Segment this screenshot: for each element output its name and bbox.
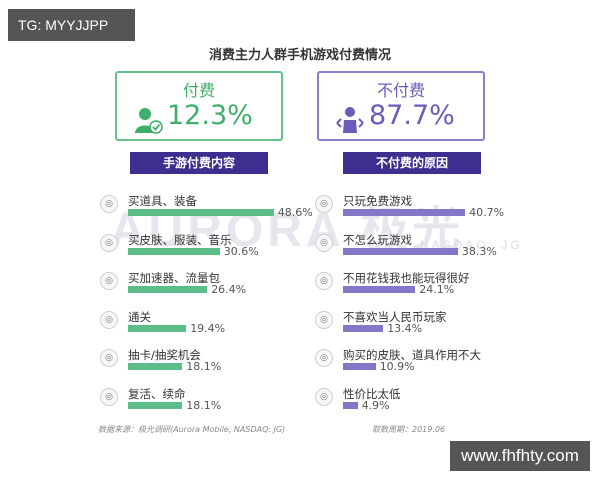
category-icon: ◎ [100,349,118,367]
unpaid-stat-value: 87.7% [369,100,455,131]
category-label: 购买的皮肤、道具作用不大 [343,348,481,362]
bar [128,363,183,370]
bar-value-label: 19.4% [190,321,226,335]
bar-value-label: 4.9% [361,398,390,412]
bar [343,286,416,293]
bar [343,209,466,216]
bar [343,401,358,409]
paid-stat-label: 付费 [182,81,215,100]
tg-overlay-label: TG: MYYJJPP [8,9,135,41]
chart-title: 消费主力人群手机游戏付费情况 [208,48,391,63]
bar-value-label: 18.1% [186,360,222,373]
category-icon: ◎ [315,310,333,329]
site-overlay-label: www.fhfhty.com [450,441,590,471]
bar-value-label: 10.9% [379,360,415,373]
category-icon: ◎ [315,387,333,406]
bar [343,324,384,332]
category-icon: ◎ [315,195,333,213]
category-icon: ◎ [100,272,118,290]
category-icon: ◎ [315,233,333,252]
data-source-note: 数据来源：极光调研(Aurora Mobile, NASDAQ: JG) [98,425,286,434]
category-icon: ◎ [100,195,118,213]
category-icon: ◎ [315,349,333,367]
bar-value-label: 26.4% [211,283,247,296]
paid-stat-value: 12.3% [167,100,253,131]
bar [343,363,376,370]
category-label: 复活、续命 [128,386,186,401]
category-icon: ◎ [100,310,118,329]
bar [128,401,183,409]
bar [128,209,274,216]
data-period-note: 取数周期：2019.06 [372,425,446,434]
bar-value-label: 24.1% [419,283,455,296]
category-label: 不喜欢当人民币玩家 [343,309,447,324]
category-label: 抽卡/抽奖机会 [128,348,201,362]
category-icon: ◎ [315,272,333,290]
bar-value-label: 18.1% [186,398,222,412]
bar-value-label: 48.6% [277,206,313,219]
unpaid-reason-header: 不付费的原因 [343,152,481,174]
bar [343,247,458,255]
category-label: 买道具、装备 [128,194,197,208]
bar-value-label: 38.3% [461,244,497,258]
category-label: 买皮肤、服装、音乐 [128,232,232,247]
user-group-icon [336,107,364,133]
paid-stat-box: 付费 12.3% [115,71,283,141]
paid-content-header: 手游付费内容 [130,152,268,174]
category-label: 通关 [128,309,151,324]
bar-value-label: 13.4% [387,321,423,335]
unpaid-stat-label: 不付费 [376,81,425,100]
category-icon: ◎ [100,387,118,406]
bar [128,324,187,332]
category-label: 买加速器、流量包 [128,271,220,285]
bar [128,247,220,255]
bar-value-label: 40.7% [469,206,505,219]
category-label: 不怎么玩游戏 [343,232,412,247]
bar [128,286,208,293]
bar-value-label: 30.6% [223,244,259,258]
category-icon: ◎ [100,233,118,252]
category-label: 只玩免费游戏 [343,194,412,208]
user-check-icon [135,108,163,134]
category-label: 不用花钱我也能玩得很好 [343,271,470,285]
category-label: 性价比太低 [343,386,401,401]
unpaid-stat-box: 不付费 87.7% [317,71,485,141]
